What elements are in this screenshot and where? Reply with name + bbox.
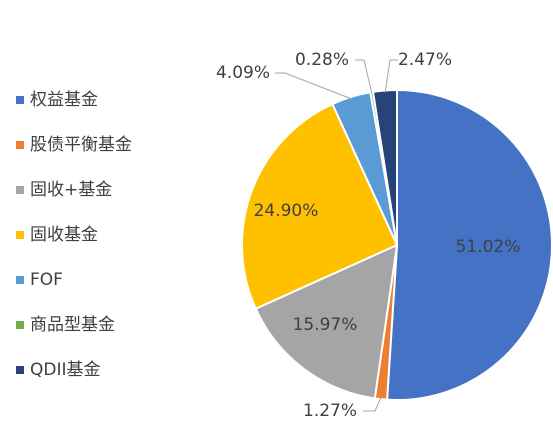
legend-marker (16, 96, 24, 104)
legend-label: QDII基金 (30, 360, 101, 380)
legend-label: 商品型基金 (30, 315, 115, 335)
data-label: 4.09% (216, 63, 270, 83)
pie-slice (386, 88, 553, 401)
legend-label: 固收基金 (30, 225, 98, 245)
data-label: 2.47% (398, 50, 452, 70)
leader-line (355, 59, 373, 95)
data-label: 15.97% (293, 315, 358, 335)
leader-line (384, 59, 398, 93)
legend-marker (16, 321, 24, 329)
legend-marker (16, 186, 24, 194)
legend-marker (16, 366, 24, 374)
data-label: 1.27% (303, 401, 357, 421)
pie-slice (241, 102, 399, 311)
leader-line (275, 72, 352, 100)
legend-marker (16, 276, 24, 284)
legend-label: 固收+基金 (30, 180, 112, 200)
data-label: 0.28% (295, 50, 349, 70)
legend-marker (16, 141, 24, 149)
legend-label: 权益基金 (30, 90, 98, 110)
data-label: 51.02% (456, 237, 521, 257)
legend-label: FOF (30, 270, 63, 290)
legend-label: 股债平衡基金 (30, 135, 132, 155)
pie-slice (254, 243, 399, 400)
leader-line (363, 396, 382, 412)
data-label: 24.90% (254, 201, 319, 221)
legend-marker (16, 231, 24, 239)
